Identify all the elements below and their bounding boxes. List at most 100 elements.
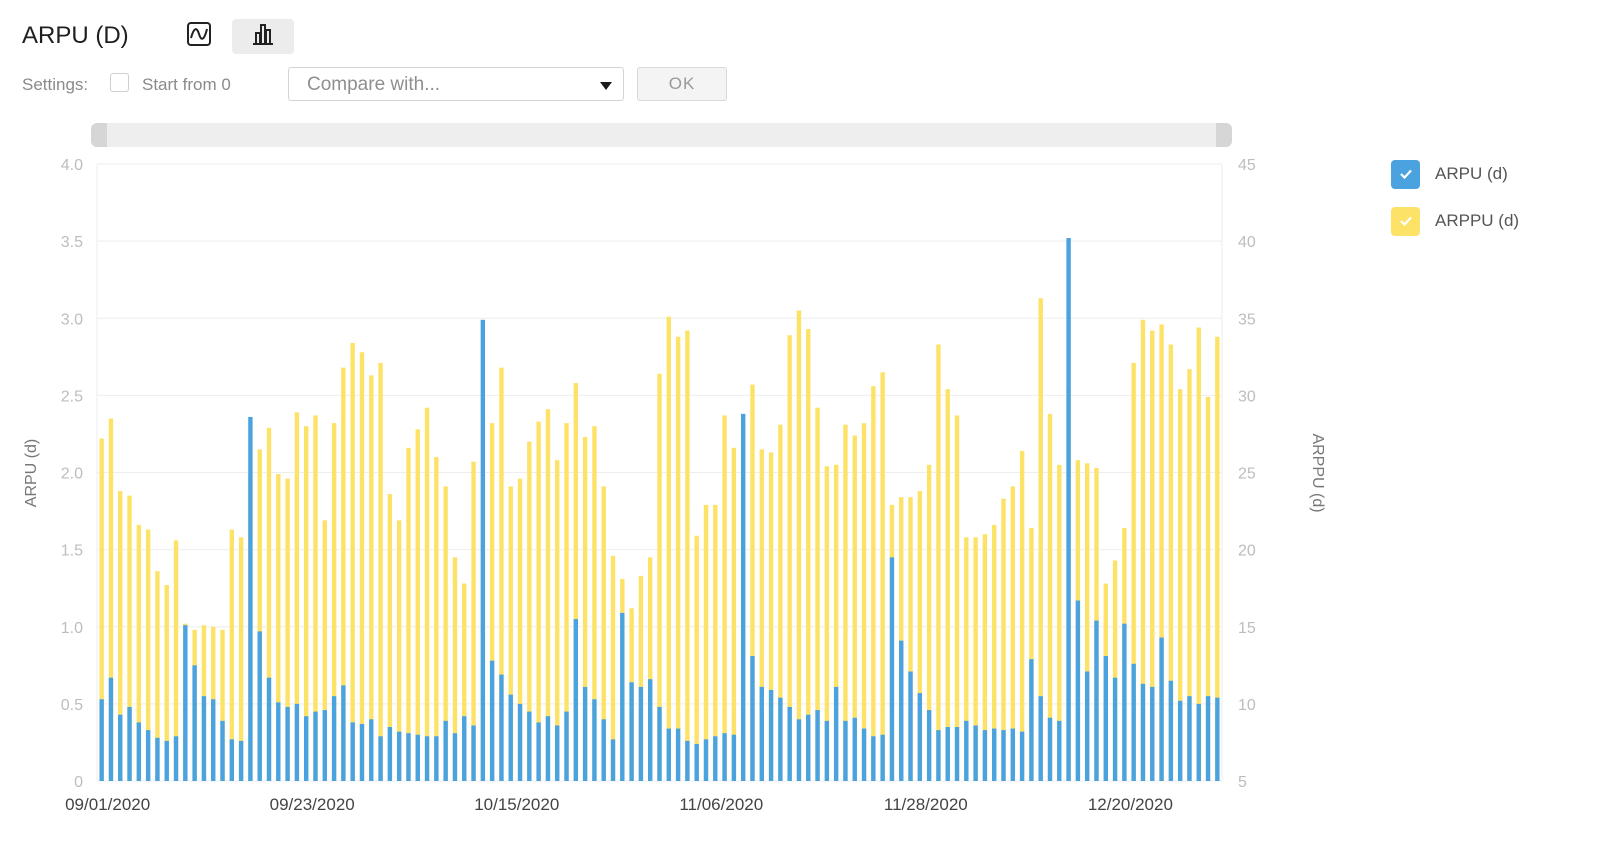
bar-arpu (145, 730, 151, 781)
bar-arppu (592, 426, 597, 781)
legend-item-arpu[interactable]: ARPU (d) (1391, 159, 1508, 189)
bar-arpu (322, 710, 327, 781)
y-right-tick-label: 25 (1238, 466, 1256, 483)
bar-arppu (601, 486, 606, 781)
bar-arpu (359, 723, 365, 781)
bar-arpu (248, 416, 253, 781)
bar-arpu (266, 677, 272, 781)
bar-arppu (1150, 330, 1155, 781)
bar-arppu (508, 486, 513, 781)
bar-arpu (880, 734, 885, 781)
y-left-tick-label: 2.5 (61, 388, 83, 405)
bar-arpu (164, 740, 169, 781)
bar-arppu (369, 375, 374, 781)
bar-arppu (1029, 528, 1034, 781)
bar-arpu (778, 697, 783, 781)
bar-arppu (1140, 319, 1146, 781)
bar-arppu (536, 421, 541, 781)
bar-arpu (415, 734, 420, 781)
bar-arppu (517, 478, 523, 781)
bar-arppu (759, 449, 764, 781)
start-from-zero-checkbox[interactable] (110, 73, 129, 92)
bar-arppu (257, 449, 262, 781)
y-left-tick-label: 0 (74, 774, 83, 791)
compare-with-select[interactable]: Compare with... (288, 67, 624, 101)
bar-arppu (1019, 450, 1025, 781)
bar-chart-button[interactable] (232, 19, 294, 54)
bar-arppu (582, 437, 588, 781)
y-right-tick-label: 45 (1238, 157, 1256, 174)
bar-arppu (750, 384, 755, 781)
bar-arpu (740, 413, 746, 781)
bar-arpu (657, 706, 662, 781)
bar-arppu (387, 494, 393, 781)
bar-arpu (843, 720, 848, 781)
bar-arppu (555, 460, 560, 781)
bar-arpu (1140, 683, 1146, 781)
bar-arpu (824, 720, 830, 781)
bar-arpu (964, 720, 969, 781)
bar-arpu (1019, 731, 1025, 781)
range-handle-right[interactable] (1216, 123, 1232, 147)
bar-arpu (545, 716, 551, 781)
line-chart-icon (186, 21, 212, 52)
bar-arppu (443, 486, 448, 781)
bar-arpu (1215, 697, 1220, 781)
legend-item-arppu[interactable]: ARPPU (d) (1391, 206, 1519, 236)
legend-checkbox-arpu[interactable] (1391, 159, 1420, 189)
start-from-zero-label: Start from 0 (142, 75, 231, 94)
bar-arpu (815, 710, 820, 781)
bar-arppu (992, 524, 997, 781)
bar-arppu (675, 336, 681, 781)
bar-arppu (406, 447, 411, 781)
bar-arppu (806, 329, 811, 781)
bar-arppu (945, 389, 950, 781)
range-handle-left[interactable] (91, 123, 107, 147)
bar-arpu (508, 694, 513, 781)
page-title: ARPU (D) (22, 22, 129, 49)
bar-arppu (294, 412, 300, 781)
bar-arpu (155, 737, 160, 781)
bar-arpu (406, 733, 411, 781)
bar-arpu (926, 710, 932, 781)
bar-arppu (1084, 463, 1090, 781)
compare-with-placeholder: Compare with... (307, 74, 441, 95)
legend-checkbox-arppu[interactable] (1391, 206, 1420, 236)
x-tick-label: 12/20/2020 (1088, 795, 1173, 814)
bar-arppu (917, 491, 923, 781)
bar-arppu (703, 504, 709, 781)
bar-arppu (778, 424, 783, 781)
bar-arpu (1047, 717, 1053, 781)
bar-arpu (768, 689, 774, 781)
line-chart-button[interactable] (168, 19, 230, 54)
bar-arppu (768, 452, 774, 781)
bar-arpu (1075, 600, 1081, 781)
bar-arpu (666, 728, 671, 781)
bar-arppu (452, 557, 458, 781)
bar-arpu (610, 739, 616, 781)
bar-arpu (638, 686, 644, 781)
bar-arppu (1215, 336, 1220, 781)
bar-arpu (136, 722, 142, 781)
bar-arpu (387, 727, 393, 781)
bar-arpu (675, 728, 681, 781)
ok-button[interactable]: OK (637, 67, 727, 101)
bar-arppu (880, 372, 885, 781)
bar-arppu (285, 478, 290, 781)
bar-arppu (1038, 298, 1043, 781)
bar-arpu (1122, 623, 1127, 781)
bar-arpu (396, 731, 402, 781)
bar-arpu (1094, 620, 1099, 781)
settings-label: Settings: (22, 75, 89, 94)
y-right-tick-label: 5 (1238, 774, 1247, 791)
bar-arpu (369, 719, 374, 781)
x-tick-label: 11/28/2020 (884, 795, 968, 814)
range-scrollbar[interactable] (91, 123, 1232, 147)
bar-arppu (852, 435, 857, 781)
bar-arppu (99, 438, 104, 781)
y-left-tick-label: 1.0 (61, 620, 83, 637)
bar-arpu (601, 719, 606, 781)
bar-arppu (434, 457, 439, 781)
y-left-tick-label: 3.0 (61, 311, 83, 328)
bar-arpu (973, 725, 978, 781)
